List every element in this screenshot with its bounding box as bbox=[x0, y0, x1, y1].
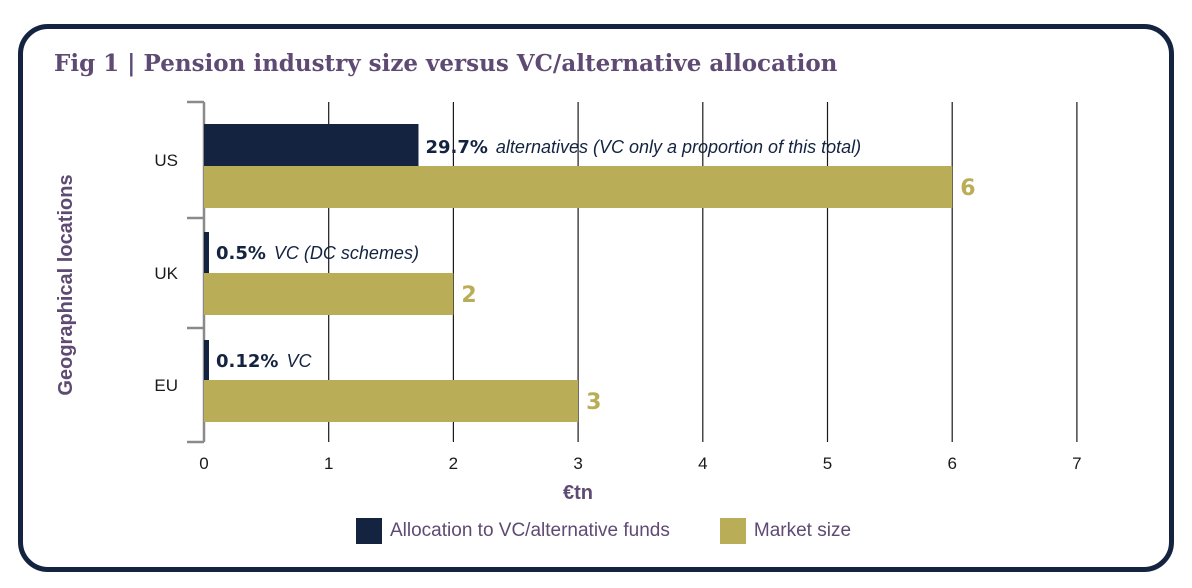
bar-allocation bbox=[204, 124, 419, 166]
allocation-percent: 0.12% bbox=[216, 351, 278, 372]
chart-title: Fig 1 | Pension industry size versus VC/… bbox=[54, 50, 838, 77]
x-tick-label: 5 bbox=[823, 454, 832, 473]
bar-market bbox=[204, 273, 454, 315]
x-axis-label: €tn bbox=[563, 482, 593, 504]
allocation-percent: 0.5% bbox=[216, 243, 266, 264]
y-tick-label: UK bbox=[154, 264, 178, 283]
market-value-label: 3 bbox=[586, 390, 601, 415]
x-tick-label: 2 bbox=[449, 454, 458, 473]
x-tick-label: 7 bbox=[1072, 454, 1081, 473]
bar-allocation bbox=[204, 232, 209, 274]
allocation-label: 0.5% VC (DC schemes) bbox=[216, 243, 419, 264]
bar-allocation bbox=[204, 340, 209, 382]
allocation-note: VC bbox=[286, 351, 312, 371]
x-tick-label: 4 bbox=[698, 454, 707, 473]
legend-item-market: Market size bbox=[719, 518, 852, 544]
market-value-label: 6 bbox=[960, 176, 975, 201]
y-tick-label: US bbox=[154, 151, 178, 170]
bar-market bbox=[204, 380, 579, 422]
category-axis: US UK EU bbox=[154, 100, 206, 444]
allocation-label: 0.12% VC bbox=[216, 351, 312, 372]
legend-swatch-allocation bbox=[356, 518, 382, 544]
bars bbox=[204, 124, 953, 422]
allocation-note: alternatives (VC only a proportion of th… bbox=[496, 137, 861, 157]
data-labels: 29.7% alternatives (VC only a proportion … bbox=[216, 137, 976, 415]
x-tick-label: 6 bbox=[947, 454, 956, 473]
bar-market bbox=[204, 166, 953, 208]
legend: Allocation to VC/alternative funds Marke… bbox=[356, 518, 851, 544]
legend-label-allocation: Allocation to VC/alternative funds bbox=[390, 520, 670, 541]
y-tick-label: EU bbox=[154, 376, 178, 395]
x-tick-labels: 0 1 2 3 4 5 6 7 bbox=[199, 454, 1081, 473]
x-tick-label: 3 bbox=[573, 454, 582, 473]
allocation-label: 29.7% alternatives (VC only a proportion … bbox=[425, 137, 861, 158]
allocation-percent: 29.7% bbox=[425, 137, 487, 158]
market-value-label: 2 bbox=[461, 283, 476, 308]
allocation-note: VC (DC schemes) bbox=[274, 243, 419, 263]
x-tick-label: 1 bbox=[324, 454, 333, 473]
legend-swatch-market bbox=[719, 518, 746, 544]
legend-item-allocation: Allocation to VC/alternative funds bbox=[356, 518, 670, 544]
x-tick-label: 0 bbox=[199, 454, 208, 473]
y-axis-label: Geographical locations bbox=[55, 174, 77, 395]
legend-label-market: Market size bbox=[753, 520, 852, 541]
